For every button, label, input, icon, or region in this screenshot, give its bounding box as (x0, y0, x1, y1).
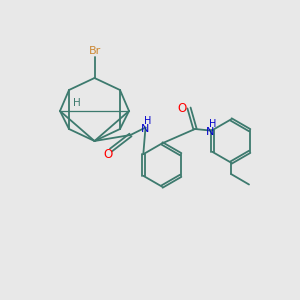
Text: Br: Br (88, 46, 101, 56)
Text: N: N (141, 124, 150, 134)
Text: O: O (103, 148, 112, 161)
Text: H: H (144, 116, 152, 126)
Text: H: H (73, 98, 80, 109)
Text: H: H (209, 119, 216, 129)
Text: O: O (178, 101, 187, 115)
Text: N: N (206, 127, 214, 137)
